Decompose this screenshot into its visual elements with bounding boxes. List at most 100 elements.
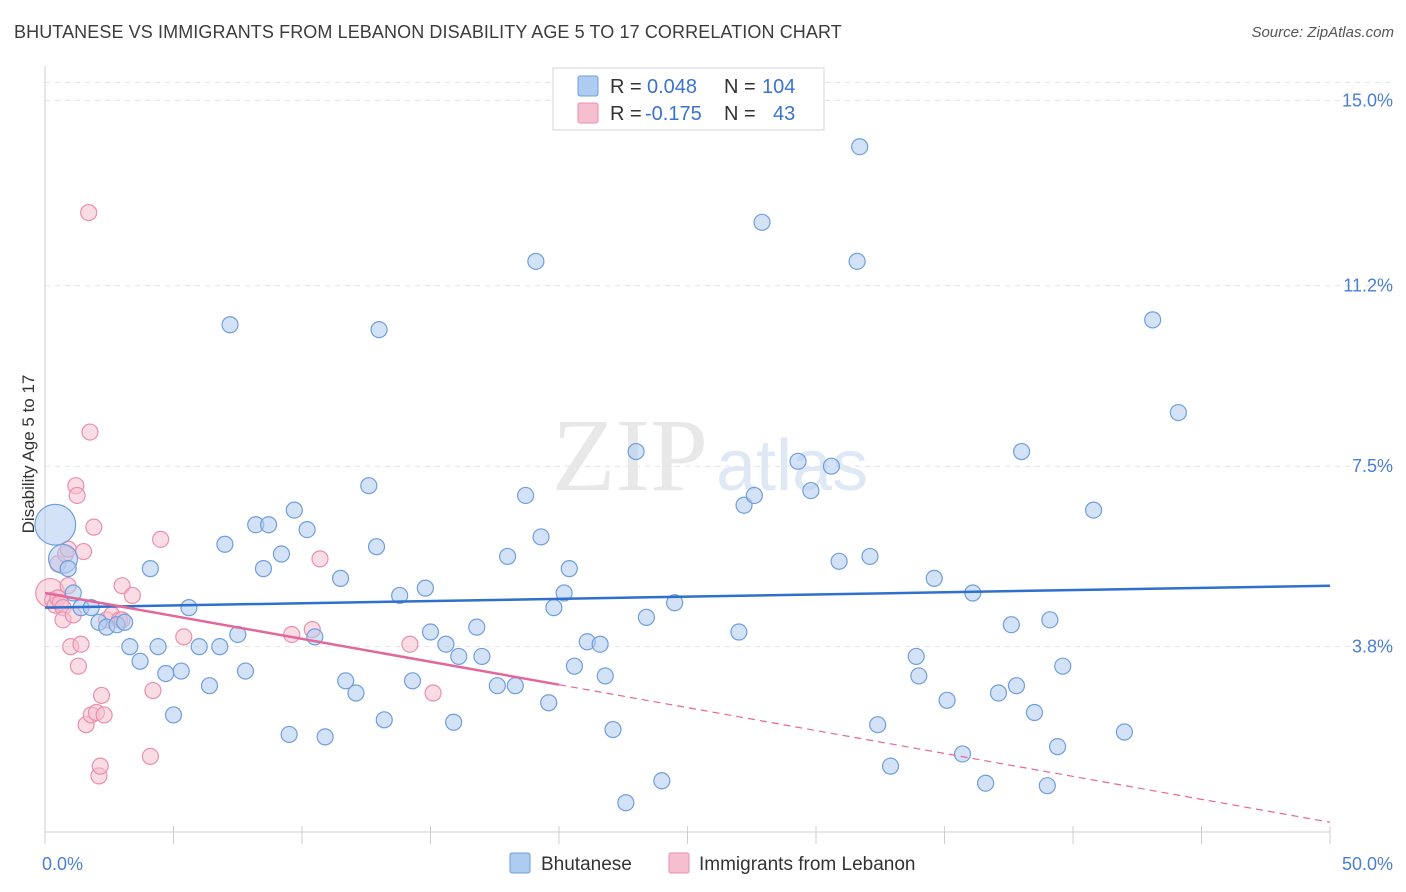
bhutanese-point-14 xyxy=(157,664,175,683)
bhutanese-point-17 xyxy=(180,599,198,617)
lebanon-point-19 xyxy=(80,203,98,222)
bhutanese-point-102 xyxy=(1169,403,1187,422)
stats-blue-r-value: 0.048 xyxy=(647,76,697,98)
bhutanese-point-2 xyxy=(59,560,77,578)
x-tick-label-0: 0.0% xyxy=(42,854,83,874)
bhutanese-point-52 xyxy=(506,677,524,695)
bhutanese-point-29 xyxy=(280,725,298,744)
lebanon-point-36 xyxy=(152,530,170,548)
bhutanese-point-54 xyxy=(527,252,545,270)
lebanon-point-26 xyxy=(92,686,111,705)
x-tick-labels: 0.0% 50.0% xyxy=(42,854,1393,874)
lebanon-point-14 xyxy=(68,486,86,505)
stats-pink-r-label: R = xyxy=(610,103,642,125)
bhutanese-point-65 xyxy=(617,794,635,812)
bhutanese-point-63 xyxy=(596,667,614,685)
legend: Bhutanese Immigrants from Lebanon xyxy=(509,852,916,875)
bhutanese-point-12 xyxy=(141,560,159,578)
lebanon-point-34 xyxy=(141,747,159,766)
bhutanese-point-82 xyxy=(881,757,900,775)
bhutanese-point-75 xyxy=(802,481,820,500)
bhutanese-point-16 xyxy=(172,662,190,680)
stats-pink-n-value: 43 xyxy=(773,103,795,125)
bhutanese-point-66 xyxy=(627,442,645,461)
y-tick-label-0: 3.8% xyxy=(1352,637,1393,657)
bhutanese-point-21 xyxy=(216,535,234,553)
bhutanese-point-51 xyxy=(499,547,517,566)
bhutanese-point-15 xyxy=(164,706,183,724)
bhutanese-point-10 xyxy=(121,638,139,656)
y-axis-label: Disability Age 5 to 17 xyxy=(19,375,38,534)
bhutanese-point-48 xyxy=(468,618,486,636)
bhutanese-point-83 xyxy=(907,647,925,666)
series-bhutanese-points xyxy=(34,138,1187,812)
bhutanese-point-70 xyxy=(730,623,748,641)
lebanon-point-41 xyxy=(401,635,419,653)
series-lebanon-points xyxy=(35,203,442,785)
bhutanese-point-68 xyxy=(653,772,671,790)
lebanon-point-20 xyxy=(81,423,99,441)
bhutanese-point-78 xyxy=(848,252,866,270)
bhutanese-point-30 xyxy=(285,501,303,519)
bhutanese-point-13 xyxy=(149,638,167,656)
bhutanese-point-73 xyxy=(753,213,771,231)
bhutanese-point-58 xyxy=(555,584,573,602)
watermark: ZIP atlas xyxy=(552,398,868,513)
bhutanese-point-76 xyxy=(822,457,841,475)
bhutanese-point-72 xyxy=(745,486,763,505)
bhutanese-point-0 xyxy=(34,503,77,546)
bhutanese-point-37 xyxy=(360,477,378,495)
bhutanese-point-45 xyxy=(437,635,455,653)
bhutanese-point-94 xyxy=(1025,703,1044,722)
bhutanese-point-27 xyxy=(259,516,278,534)
stats-blue-n-label: N = xyxy=(724,76,756,98)
bhutanese-point-39 xyxy=(375,711,393,729)
lebanon-point-16 xyxy=(72,635,90,653)
bhutanese-point-56 xyxy=(540,694,558,712)
axes xyxy=(44,66,1331,844)
stats-pink-r-value: -0.175 xyxy=(645,103,702,125)
lebanon-point-37 xyxy=(175,628,193,646)
legend-lebanon-swatch xyxy=(668,852,690,874)
bhutanese-point-74 xyxy=(789,452,807,470)
bhutanese-point-100 xyxy=(1115,723,1134,741)
bhutanese-point-62 xyxy=(591,635,609,653)
grid xyxy=(45,81,1390,648)
bhutanese-point-81 xyxy=(869,716,887,734)
legend-bhutanese-label: Bhutanese xyxy=(541,854,632,875)
bhutanese-point-20 xyxy=(211,638,229,656)
bhutanese-point-79 xyxy=(851,138,869,156)
bhutanese-point-77 xyxy=(830,552,848,570)
bhutanese-point-34 xyxy=(331,569,350,587)
bhutanese-point-50 xyxy=(488,677,506,695)
bhutanese-point-90 xyxy=(989,684,1008,702)
stats-pink-swatch xyxy=(577,102,599,124)
x-tick-label-1: 50.0% xyxy=(1342,854,1393,874)
bhutanese-point-41 xyxy=(391,586,409,605)
lebanon-trend-line-extension xyxy=(558,684,1331,823)
lebanon-point-42 xyxy=(424,684,442,702)
bhutanese-point-89 xyxy=(977,774,995,792)
bhutanese-point-40 xyxy=(370,321,388,339)
legend-lebanon-label: Immigrants from Lebanon xyxy=(699,854,916,875)
bhutanese-point-59 xyxy=(560,560,578,578)
lebanon-point-35 xyxy=(144,681,162,700)
bhutanese-point-19 xyxy=(200,677,219,695)
bhutanese-point-31 xyxy=(298,520,316,539)
bhutanese-point-11 xyxy=(131,652,149,670)
bhutanese-point-92 xyxy=(1007,677,1026,695)
bhutanese-point-53 xyxy=(516,486,535,505)
stats-blue-swatch xyxy=(577,75,599,97)
chart-source: Source: ZipAtlas.com xyxy=(1251,24,1394,41)
stats-blue-n-value: 104 xyxy=(762,76,795,98)
bhutanese-point-42 xyxy=(403,672,422,690)
trend-lines xyxy=(44,584,1331,823)
lebanon-point-38 xyxy=(283,625,301,644)
bhutanese-point-26 xyxy=(254,560,273,578)
bhutanese-point-91 xyxy=(1002,616,1020,634)
bhutanese-point-38 xyxy=(367,538,386,556)
bhutanese-point-55 xyxy=(532,528,550,546)
bhutanese-point-49 xyxy=(473,647,491,666)
bhutanese-point-67 xyxy=(637,608,655,626)
